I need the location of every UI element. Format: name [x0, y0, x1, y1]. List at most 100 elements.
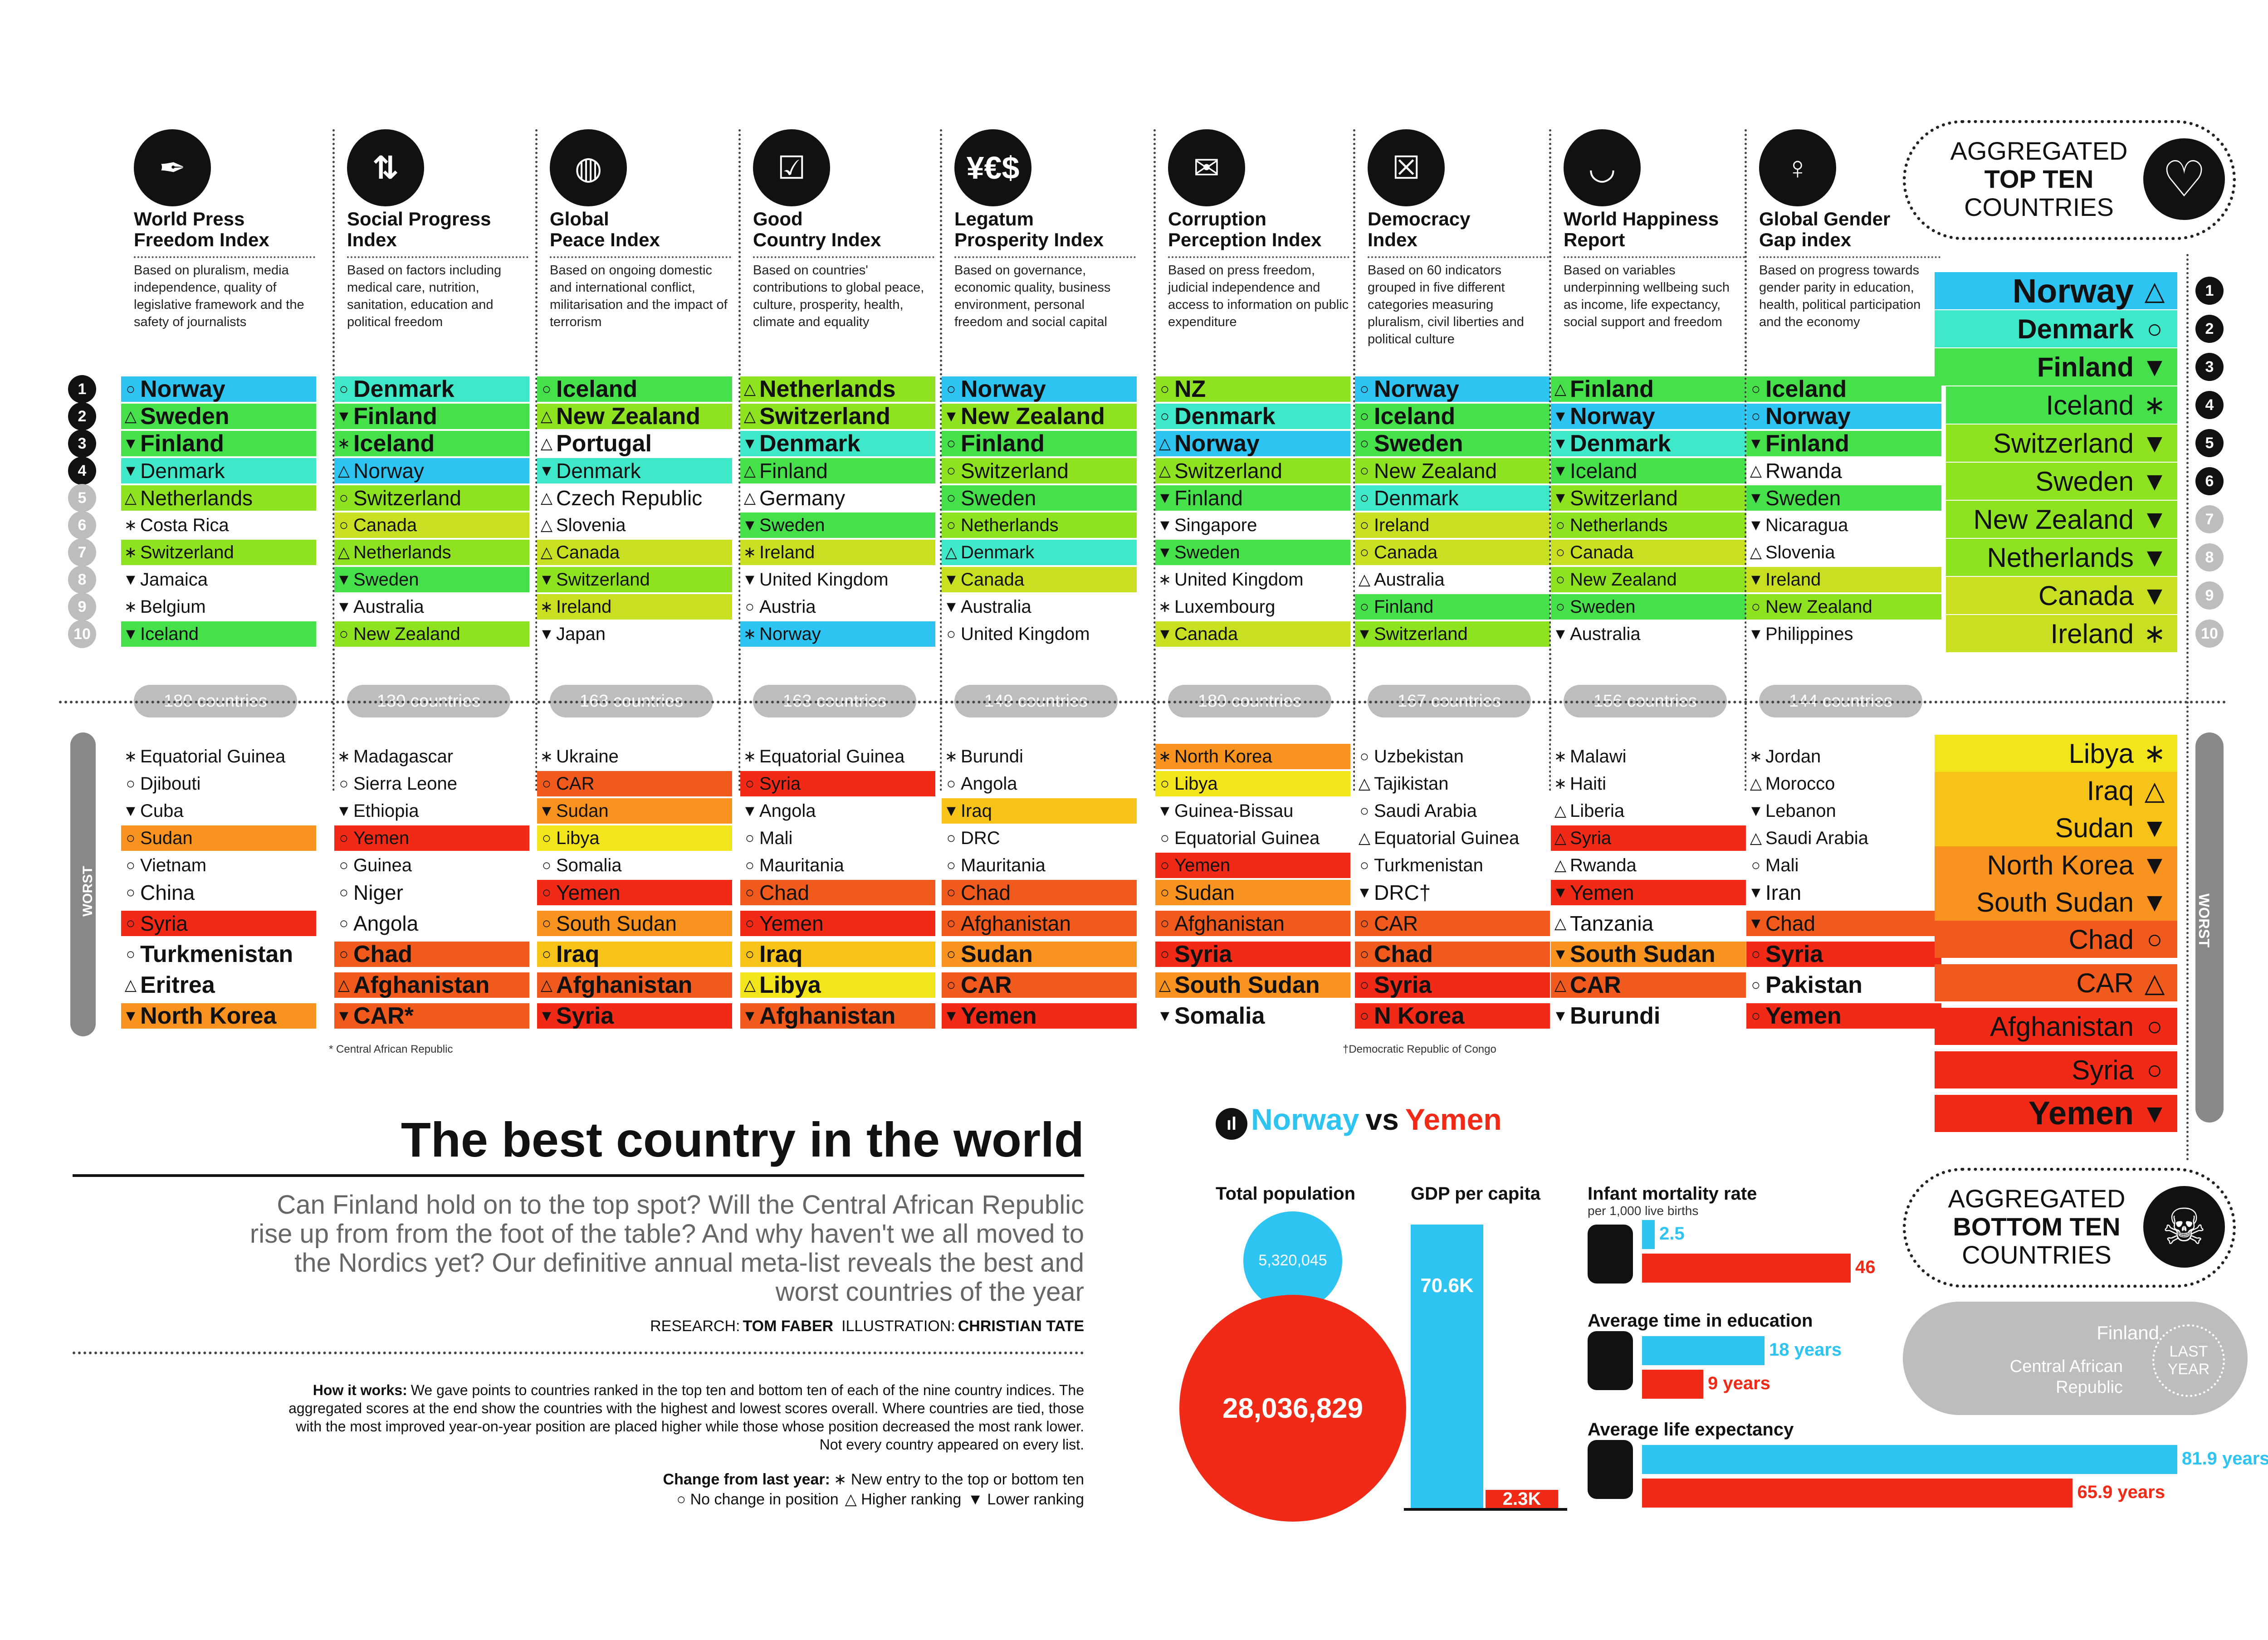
- country-name: South Sudan: [556, 912, 677, 935]
- column-divider: [1154, 129, 1156, 791]
- country-name: Switzerland: [353, 486, 461, 510]
- country-name: Denmark: [2017, 313, 2134, 344]
- country-name: Sierra Leone: [353, 773, 458, 794]
- bottom-list-item: △ Saudi Arabia: [1746, 825, 1941, 851]
- top-list-item: △ Finland: [740, 458, 935, 483]
- yemen-population-circle: 28,036,829: [1179, 1295, 1406, 1522]
- bottom-list-item: ○ Chad: [740, 880, 935, 905]
- change-symbol: ○: [1160, 914, 1170, 932]
- change-symbol: ○: [745, 775, 755, 792]
- top-list-item: ▼ Ireland: [1746, 567, 1941, 592]
- change-symbol: ○: [126, 380, 136, 398]
- change-symbol: △: [743, 489, 756, 507]
- change-symbol: ▼: [2141, 542, 2168, 572]
- top-list-item: ▼ Philippines: [1746, 621, 1941, 647]
- country-name: CAR: [961, 972, 1012, 998]
- aggregated-top-label: COUNTRIES: [1964, 193, 2114, 221]
- country-name: Iceland: [556, 376, 638, 402]
- change-symbol: △: [945, 544, 958, 561]
- change-symbol: ○: [946, 945, 956, 963]
- country-name: United Kingdom: [1174, 569, 1304, 590]
- country-name: Afghanistan: [961, 912, 1071, 935]
- bottom-list-item: ○ Yemen: [740, 911, 935, 936]
- country-name: Sweden: [2035, 466, 2134, 497]
- change-symbol: ○: [1751, 856, 1761, 874]
- index-description: Based on countries' contributions to glo…: [753, 256, 934, 331]
- top-list-item: ○ Iceland: [1355, 404, 1550, 429]
- norway-infant-value: 2.5: [1659, 1224, 1685, 1244]
- bottom-list-item: △ Rwanda: [1551, 853, 1746, 878]
- country-name: Singapore: [1174, 515, 1257, 535]
- country-name: Mauritania: [759, 855, 844, 875]
- aggregated-rank-number: 2: [2195, 315, 2224, 343]
- rank-number: 1: [68, 375, 96, 403]
- change-symbol: ○: [1160, 883, 1170, 901]
- aggregated-top-item: Netherlands ▼: [1946, 539, 2177, 576]
- change-symbol: ∗: [1554, 748, 1567, 765]
- country-name: Switzerland: [140, 542, 234, 562]
- rank-number: 5: [68, 484, 96, 512]
- change-symbol: ▼: [943, 1007, 959, 1025]
- rank-number: 3: [68, 430, 96, 458]
- change-symbol: ○: [1359, 543, 1369, 561]
- infant-title: Infant mortality rate: [1588, 1184, 1757, 1204]
- rank-number: 4: [68, 457, 96, 485]
- country-name: Morocco: [1765, 773, 1835, 794]
- bottom-list-item: ○ Afghanistan: [1155, 911, 1350, 936]
- bottom-list-item: ▼ Syria: [537, 1003, 732, 1029]
- country-name: Denmark: [140, 459, 225, 483]
- country-name: Norway: [1765, 404, 1851, 429]
- country-name: New Zealand: [961, 404, 1105, 429]
- top-list-item: ○ Canada: [1355, 540, 1550, 565]
- top-list-item: △ Netherlands: [334, 540, 529, 565]
- change-symbol: ▼: [1553, 1007, 1568, 1025]
- top-list-item: △ Norway: [1155, 431, 1350, 456]
- aggregated-top-item: Finland ▼: [1935, 348, 2177, 386]
- change-symbol: △: [540, 408, 553, 425]
- change-symbol: ▼: [539, 462, 554, 479]
- baby-icon: [1588, 1225, 1633, 1284]
- top-list-item: ∗ Norway: [740, 621, 935, 647]
- index-title: World Press Freedom Index: [134, 208, 269, 250]
- credits: RESEARCH: TOM FABER ILLUSTRATION: CHRISTIAN…: [408, 1318, 1084, 1335]
- top-list-item: △ Australia: [1355, 567, 1550, 592]
- country-name: Afghanistan: [556, 972, 693, 998]
- bottom-list-item: △ Equatorial Guinea: [1355, 825, 1550, 851]
- country-name: Uzbekistan: [1374, 746, 1464, 766]
- country-name: Australia: [961, 596, 1031, 617]
- country-name: Norway: [1570, 404, 1655, 429]
- change-symbol: ○: [1359, 802, 1369, 820]
- divider: [73, 1352, 1084, 1354]
- country-name: Switzerland: [961, 459, 1069, 483]
- change-symbol: △: [1750, 462, 1762, 479]
- change-symbol: ∗: [1749, 748, 1763, 765]
- top-list-item: ▼ Switzerland: [1551, 485, 1746, 511]
- top-list-item: ▼ Canada: [942, 567, 1137, 592]
- country-name: Switzerland: [1570, 486, 1678, 510]
- bottom-list-item: △ Libya: [740, 972, 935, 998]
- aggregated-top-badge: [1903, 120, 2236, 240]
- change-symbol: ▼: [1748, 516, 1764, 534]
- change-symbol: ○: [946, 462, 956, 479]
- change-symbol: △: [1554, 830, 1567, 847]
- change-symbol: ○: [339, 775, 349, 792]
- country-name: New Zealand: [353, 624, 460, 644]
- change-symbol: ○: [1359, 462, 1369, 479]
- country-name: Sudan: [961, 942, 1033, 967]
- change-symbol: ▼: [742, 802, 758, 820]
- country-name: Eritrea: [140, 972, 215, 998]
- country-name: CAR: [1374, 912, 1418, 935]
- aggregated-bottom-item: Afghanistan ○: [1935, 1008, 2177, 1045]
- change-symbol: ▼: [336, 1007, 352, 1025]
- country-name: CAR: [556, 773, 595, 794]
- top-list-item: ▼ Norway: [1551, 404, 1746, 429]
- bottom-list-item: △ Afghanistan: [537, 972, 732, 998]
- country-name: Germany: [759, 486, 846, 510]
- change-symbol: ○: [1359, 516, 1369, 534]
- last-year-best: Finland: [2097, 1322, 2159, 1343]
- top-list-item: △ Czech Republic: [537, 485, 732, 511]
- top-list-item: ○ Norway: [121, 376, 316, 402]
- change-symbol: ○: [745, 856, 755, 874]
- bottom-list-item: ∗ Burundi: [942, 744, 1137, 769]
- change-symbol: ○: [339, 516, 349, 534]
